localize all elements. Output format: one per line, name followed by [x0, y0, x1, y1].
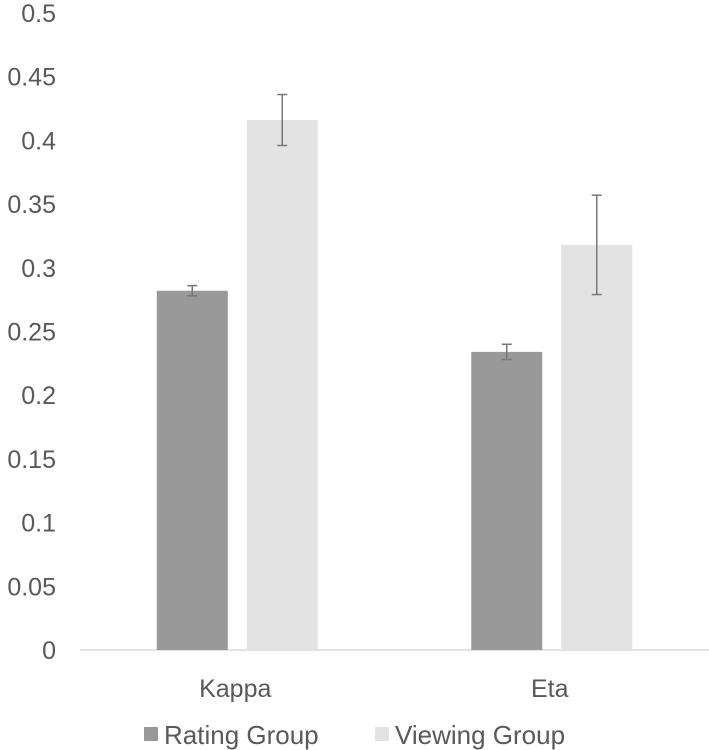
error-bar: [187, 284, 198, 297]
bar-viewing-group-kappa: [246, 120, 318, 651]
y-tick-label: 0: [42, 637, 56, 665]
y-tick-label: 0.05: [7, 573, 56, 601]
y-tick-label: 0.25: [7, 319, 56, 347]
y-tick-label: 0.15: [7, 446, 56, 474]
legend-label: Rating Group: [164, 720, 319, 750]
bar-series: [156, 120, 633, 651]
y-tick-label: 0.4: [21, 127, 56, 155]
legend-swatch: [375, 727, 389, 741]
y-tick-label: 0.35: [7, 191, 56, 219]
bar-viewing-group-eta: [561, 244, 633, 651]
y-tick-label: 0.2: [21, 382, 56, 410]
legend-item: Viewing Group: [375, 720, 565, 750]
legend-item: Rating Group: [144, 720, 319, 750]
legend: Rating Group Viewing Group: [144, 720, 565, 750]
x-axis-category-labels: Kappa Eta: [199, 675, 569, 703]
legend-swatch: [144, 727, 158, 741]
y-tick-label: 0.1: [21, 510, 56, 538]
legend-label: Viewing Group: [395, 720, 565, 750]
x-category-label: Kappa: [199, 675, 271, 703]
y-axis-tick-labels: 0 0.05 0.1 0.15 0.2 0.25 0.3 0.35 0.4 0.45 0.5: [7, 0, 56, 665]
error-bar: [591, 194, 602, 296]
bar-rating-group-kappa: [156, 290, 228, 650]
x-category-label: Eta: [531, 675, 569, 703]
bar-rating-group-eta: [471, 351, 543, 650]
y-tick-label: 0.45: [7, 64, 56, 92]
y-tick-label: 0.5: [21, 0, 56, 28]
error-bar: [277, 93, 288, 147]
error-bars: [187, 93, 602, 361]
y-tick-label: 0.3: [21, 255, 56, 283]
error-bar: [501, 343, 512, 361]
